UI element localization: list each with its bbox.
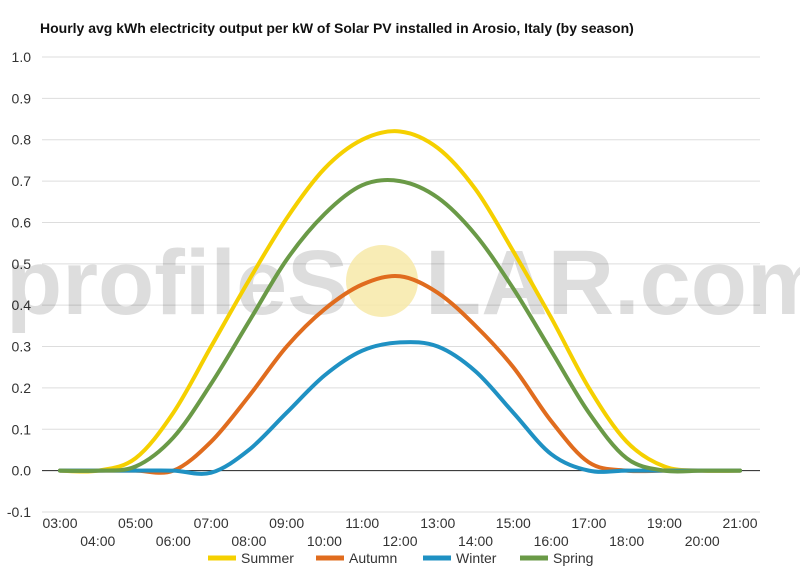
x-tick-label: 19:00 bbox=[647, 515, 682, 531]
legend-label-autumn: Autumn bbox=[349, 550, 397, 566]
x-tick-label: 17:00 bbox=[571, 515, 606, 531]
legend-label-summer: Summer bbox=[241, 550, 294, 566]
x-tick-label: 09:00 bbox=[269, 515, 304, 531]
legend-label-winter: Winter bbox=[456, 550, 497, 566]
chart-title: Hourly avg kWh electricity output per kW… bbox=[40, 20, 634, 36]
x-tick-label: 04:00 bbox=[80, 533, 115, 549]
x-tick-label: 07:00 bbox=[194, 515, 229, 531]
series-line-summer bbox=[58, 129, 742, 474]
x-tick-label: 15:00 bbox=[496, 515, 531, 531]
x-tick-label: 18:00 bbox=[609, 533, 644, 549]
watermark: profileS LAR.com bbox=[6, 232, 800, 334]
y-tick-label: 0.1 bbox=[12, 421, 32, 437]
watermark-sun bbox=[346, 245, 418, 317]
watermark-text-left: profileS bbox=[6, 232, 348, 334]
y-tick-label: 0.0 bbox=[12, 463, 32, 479]
x-tick-label: 11:00 bbox=[345, 515, 379, 531]
y-tick-label: 0.6 bbox=[12, 214, 32, 230]
x-axis-ticks: 03:0004:0005:0006:0007:0008:0009:0010:00… bbox=[42, 515, 757, 549]
x-tick-label: 16:00 bbox=[534, 533, 569, 549]
y-tick-label: -0.1 bbox=[7, 504, 31, 520]
y-tick-label: 1.0 bbox=[12, 49, 32, 65]
x-tick-label: 14:00 bbox=[458, 533, 493, 549]
x-tick-label: 03:00 bbox=[42, 515, 77, 531]
legend: Summer Autumn Winter Spring bbox=[208, 550, 593, 566]
x-tick-label: 08:00 bbox=[231, 533, 266, 549]
x-tick-label: 06:00 bbox=[156, 533, 191, 549]
y-tick-label: 0.8 bbox=[12, 132, 32, 148]
x-tick-label: 10:00 bbox=[307, 533, 342, 549]
y-tick-label: 0.2 bbox=[12, 380, 32, 396]
y-axis-ticks: -0.1 0.0 0.1 0.2 0.3 0.4 0.5 0.6 0.7 0.8 0.9 1.0 bbox=[7, 49, 31, 520]
series-layer bbox=[58, 129, 742, 476]
legend-label-spring: Spring bbox=[553, 550, 593, 566]
x-tick-label: 05:00 bbox=[118, 515, 153, 531]
x-tick-label: 21:00 bbox=[722, 515, 757, 531]
y-tick-label: 0.5 bbox=[12, 256, 32, 272]
x-tick-label: 20:00 bbox=[685, 533, 720, 549]
y-tick-label: 0.9 bbox=[12, 90, 32, 106]
series-line-winter bbox=[58, 340, 742, 476]
y-tick-label: 0.7 bbox=[12, 173, 32, 189]
watermark-text-right: LAR.com bbox=[425, 232, 800, 334]
y-tick-label: 0.4 bbox=[12, 297, 32, 313]
x-tick-label: 12:00 bbox=[382, 533, 417, 549]
y-tick-label: 0.3 bbox=[12, 339, 32, 355]
x-tick-label: 13:00 bbox=[420, 515, 455, 531]
series-line-spring bbox=[58, 178, 742, 474]
